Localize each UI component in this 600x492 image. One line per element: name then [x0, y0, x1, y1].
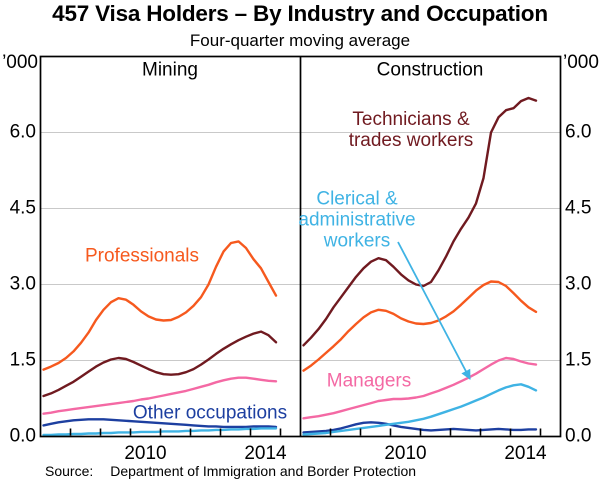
y-axis-unit-right: ’000 [563, 52, 599, 73]
series-label-clerical-line3: workers [323, 230, 391, 252]
y-axis-label-left: 0.0 [10, 426, 36, 447]
y-axis-label-left: 1.5 [10, 350, 36, 371]
series-label-managers: Managers [326, 370, 412, 392]
series-label-other-occupations: Other occupations [132, 402, 288, 424]
panel-title-mining: Mining [142, 59, 198, 81]
series-label-technicians-trades-workers: Technicians & trades workers [349, 109, 474, 151]
y-axis-label-left: 6.0 [10, 122, 36, 143]
x-axis-year-label: 2014 [504, 443, 547, 464]
series-label-clerical-administrative-workers: Clerical & administrative workers [298, 189, 415, 252]
y-axis-label-left: 3.0 [10, 274, 36, 295]
series-line-construction-managers [302, 356, 538, 420]
source-text: Department of Immigration and Border Pro… [110, 463, 417, 479]
series-label-technicians-line1: Technicians & [352, 109, 470, 130]
panel-title-construction: Construction [376, 59, 484, 81]
x-axis-year-label: 2010 [384, 443, 426, 464]
y-axis-label-right: 4.5 [565, 198, 591, 219]
series-line-mining-other-occupations [42, 418, 278, 429]
clerical-arrow-line [397, 241, 471, 380]
y-axis-unit-left: ’000 [2, 52, 38, 73]
series-label-professionals: Professionals [84, 245, 200, 267]
clerical-annotation-arrow [397, 241, 471, 380]
series-line-construction-clerical-administrative-workers [302, 383, 538, 436]
series-label-clerical-line2: administrative [298, 209, 416, 231]
series-line-mining-professionals [42, 240, 278, 371]
y-axis-label-right: 6.0 [565, 122, 591, 143]
x-axis-year-label: 2010 [124, 443, 166, 464]
chart-subtitle: Four-quarter moving average [189, 31, 411, 50]
y-axis-label-right: 3.0 [565, 274, 591, 295]
x-axis-year-label: 2014 [244, 443, 287, 464]
series-label-clerical-line1: Clerical & [316, 188, 398, 210]
source-note: Source: Department of Immigration and Bor… [45, 463, 416, 479]
y-axis-label-left: 4.5 [10, 198, 36, 219]
series-label-technicians-line2: trades workers [348, 130, 474, 151]
series-line-mining-managers [42, 376, 278, 415]
source-label: Source: [45, 463, 94, 479]
y-axis-label-right: 0.0 [565, 426, 591, 447]
series-line-construction-professionals [302, 280, 538, 372]
chart-title: 457 Visa Holders – By Industry and Occup… [52, 1, 548, 26]
series-line-mining-technicians-trades-workers [42, 330, 278, 398]
y-axis-label-right: 1.5 [565, 350, 591, 371]
